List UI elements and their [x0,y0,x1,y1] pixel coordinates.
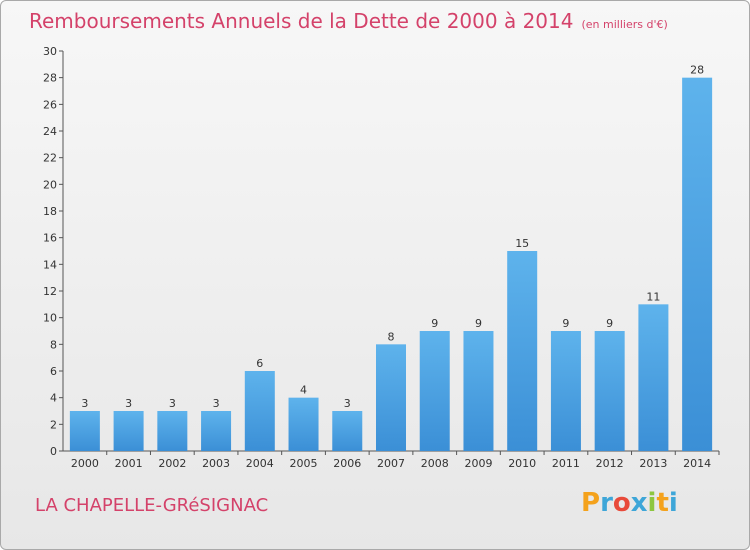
logo-letter: o [612,488,631,518]
bar-value-label: 3 [344,397,351,410]
logo-letter: t [656,488,669,518]
y-tick-label: 10 [43,312,57,325]
x-tick-label: 2011 [552,457,580,470]
bar-value-label: 3 [125,397,132,410]
bar [113,411,144,451]
bar-value-label: 9 [606,317,613,330]
bar [594,331,625,451]
y-tick-label: 30 [43,45,57,58]
y-tick-label: 12 [43,285,57,298]
bar-value-label: 9 [475,317,482,330]
y-tick-label: 16 [43,232,57,245]
y-tick-label: 24 [43,125,57,138]
bar-value-label: 11 [646,290,660,303]
y-tick-label: 0 [50,445,57,458]
bar [682,77,713,452]
bar [463,331,494,451]
x-tick-label: 2012 [596,457,624,470]
bar [638,304,669,451]
y-tick-label: 4 [50,392,57,405]
y-tick-label: 26 [43,98,57,111]
x-tick-label: 2007 [377,457,405,470]
bar-value-label: 3 [213,397,220,410]
bar [201,411,232,451]
x-tick-label: 2001 [115,457,143,470]
bar-value-label: 15 [515,237,529,250]
y-tick-label: 6 [50,365,57,378]
y-tick-label: 20 [43,178,57,191]
logo-letter: P [581,488,601,518]
bar [332,411,363,451]
commune-name: LA CHAPELLE-GRéSIGNAC [35,495,269,516]
bar-value-label: 3 [81,397,88,410]
logo-letter: i [668,488,678,518]
bar-chart: 0246810121416182022242628303200032001320… [43,45,720,470]
bar [507,251,538,451]
bar [69,411,100,451]
y-tick-label: 2 [50,418,57,431]
x-tick-label: 2013 [639,457,667,470]
logo-letter: x [630,488,648,518]
x-tick-label: 2009 [464,457,492,470]
x-tick-label: 2008 [421,457,449,470]
chart-title: Remboursements Annuels de la Dette de 20… [29,9,668,33]
x-tick-label: 2005 [290,457,318,470]
y-tick-label: 28 [43,72,57,85]
x-tick-label: 2004 [246,457,274,470]
bar [419,331,450,451]
x-tick-label: 2010 [508,457,536,470]
x-tick-label: 2006 [333,457,361,470]
bar-value-label: 28 [690,64,704,77]
bar-value-label: 9 [431,317,438,330]
x-tick-label: 2003 [202,457,230,470]
y-tick-label: 8 [50,338,57,351]
bar-value-label: 9 [562,317,569,330]
x-tick-label: 2000 [71,457,99,470]
x-tick-label: 2002 [158,457,186,470]
logo-letter: r [600,488,613,518]
bar [244,371,275,451]
logo-letter: i [647,488,657,518]
bar [376,344,406,451]
y-tick-label: 22 [43,152,57,165]
bar [550,331,581,451]
x-tick-label: 2014 [683,457,711,470]
chart-title-text: Remboursements Annuels de la Dette de 20… [29,9,574,33]
bar-value-label: 3 [169,397,176,410]
bar [157,411,188,451]
bar [288,397,319,451]
bar-value-label: 8 [388,330,395,343]
y-tick-label: 14 [43,258,57,271]
bar-value-label: 6 [256,357,263,370]
chart-subtitle: (en milliers d'€) [581,18,668,31]
y-tick-label: 18 [43,205,57,218]
proxiti-logo: Proxiti [581,488,678,518]
bar-value-label: 4 [300,384,307,397]
